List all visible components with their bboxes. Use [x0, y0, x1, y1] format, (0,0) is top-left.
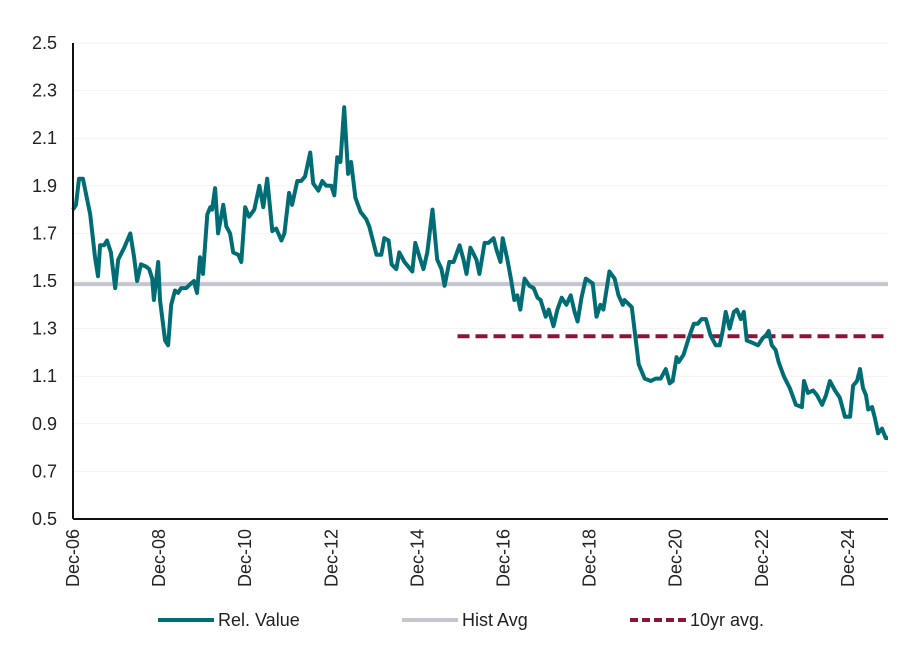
- series-group: [71, 105, 888, 441]
- legend-label-rel-value: Rel. Value: [218, 609, 300, 630]
- legend-item-rel-value: Rel. Value: [158, 604, 300, 636]
- legend-item-10yr-avg: 10yr avg.: [630, 604, 764, 636]
- y-tick-label: 0.5: [32, 509, 57, 529]
- x-tick-label: Dec-22: [752, 529, 772, 587]
- x-axis-ticks: Dec-06 Dec-08 Dec-10 Dec-12 Dec-14 Dec-16 Dec-…: [63, 529, 858, 587]
- legend-item-hist-avg: Hist Avg: [402, 604, 528, 636]
- y-tick-label: 0.9: [32, 414, 57, 434]
- series-line-rel-value: [71, 105, 888, 441]
- x-tick-label: Dec-16: [494, 529, 514, 587]
- legend-swatch-10yr-avg: [630, 618, 686, 622]
- x-tick-label: Dec-12: [321, 529, 341, 587]
- y-tick-label: 0.7: [32, 461, 57, 481]
- legend: Rel. Value Hist Avg 10yr avg.: [0, 604, 922, 636]
- y-axis-ticks: 0.5 0.7 0.9 1.1 1.3 1.5 1.7 1.9 2.1 2.3 2.5: [32, 33, 57, 529]
- x-tick-label: Dec-06: [63, 529, 83, 587]
- legend-label-10yr-avg: 10yr avg.: [690, 609, 765, 630]
- x-tick-label: Dec-08: [149, 529, 169, 587]
- y-tick-label: 1.3: [32, 319, 57, 339]
- x-tick-label: Dec-20: [666, 529, 686, 587]
- x-tick-label: Dec-10: [235, 529, 255, 587]
- x-tick-label: Dec-18: [580, 529, 600, 587]
- y-tick-label: 1.7: [32, 223, 57, 243]
- line-chart: 0.5 0.7 0.9 1.1 1.3 1.5 1.7 1.9 2.1 2.3 2.5 Dec-06…: [32, 33, 888, 587]
- legend-swatch-hist-avg: [402, 618, 458, 622]
- x-tick-label: Dec-24: [838, 529, 858, 587]
- y-tick-label: 2.1: [32, 128, 57, 148]
- y-tick-label: 2.3: [32, 81, 57, 101]
- y-tick-label: 1.9: [32, 176, 57, 196]
- legend-swatch-rel-value: [158, 618, 214, 622]
- y-tick-label: 1.1: [32, 366, 57, 386]
- y-tick-label: 1.5: [32, 271, 57, 291]
- legend-label-hist-avg: Hist Avg: [462, 609, 528, 630]
- x-tick-label: Dec-14: [407, 529, 427, 587]
- y-tick-label: 2.5: [32, 33, 57, 53]
- gridlines: [73, 42, 888, 472]
